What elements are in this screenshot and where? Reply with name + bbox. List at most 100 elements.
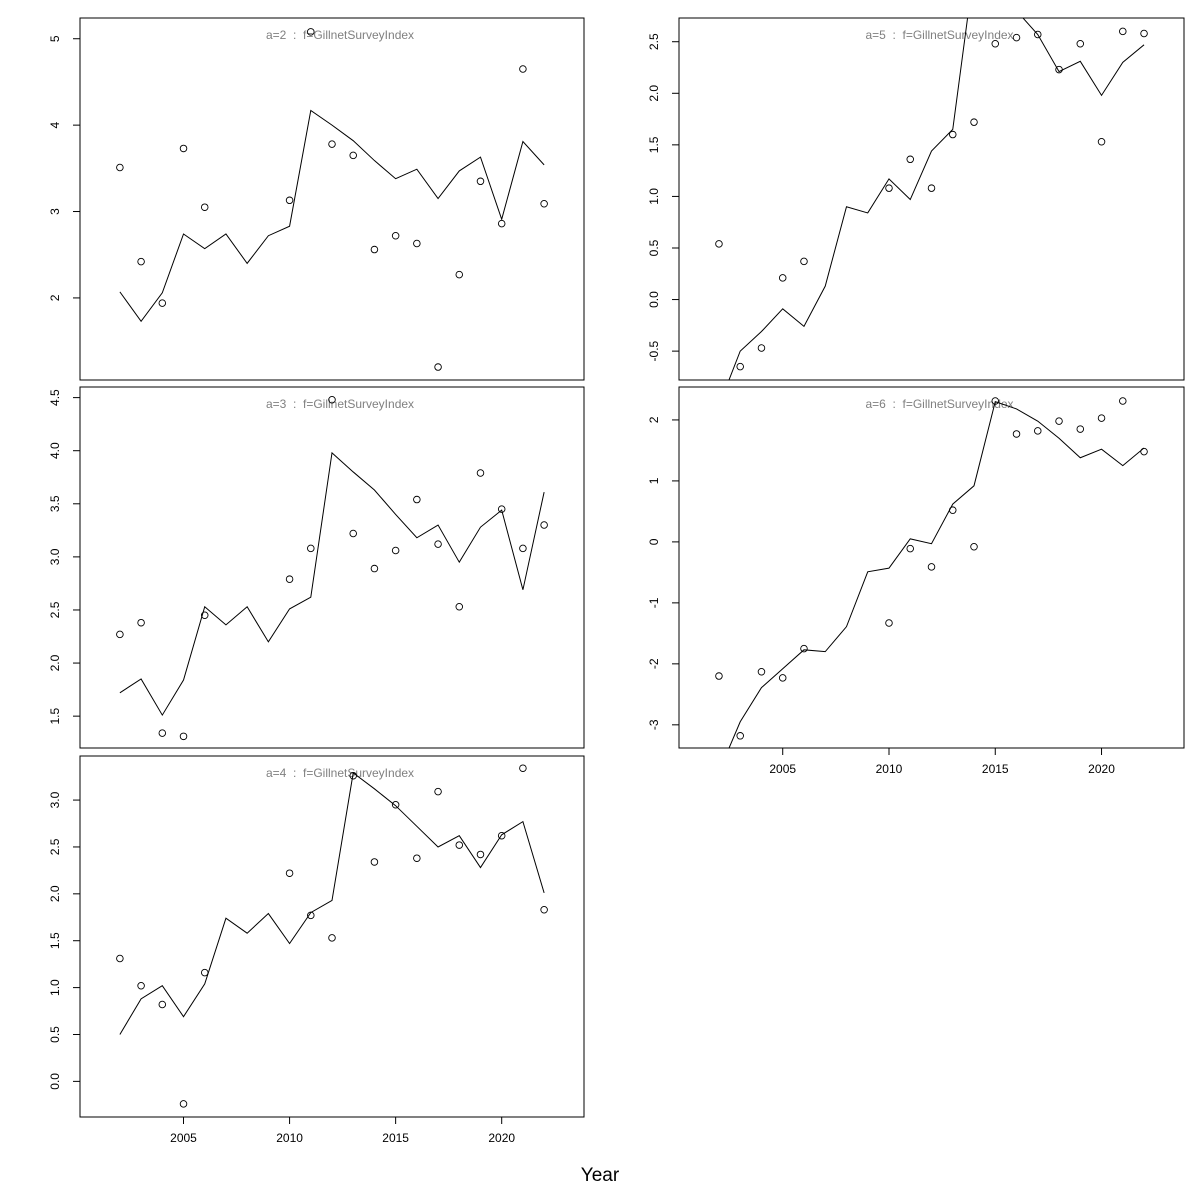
observed-point [413,854,421,862]
plot-area [116,395,548,741]
observed-point [434,540,442,548]
x-tick-label: 2015 [382,1131,409,1145]
observed-point [949,506,957,514]
y-tick-label: 4.5 [48,389,62,406]
observed-point [540,906,548,914]
observed-point [116,163,124,172]
observed-point [116,630,124,639]
observed-point [1140,29,1148,38]
observed-point [391,801,400,809]
panel-title: a=3 : f=GillnetSurveyIndex [266,397,414,411]
y-tick-label: 4.0 [48,442,62,459]
observed-point [1119,397,1127,405]
y-tick-label: 0 [647,538,661,545]
plot-area [715,397,1148,748]
observed-point [800,644,808,653]
observed-point [455,603,464,611]
observed-point [200,968,209,977]
observed-point [927,184,936,192]
observed-point [1076,425,1085,433]
observed-point [328,395,336,404]
observed-point [991,397,1000,405]
observed-point [1012,33,1021,42]
observed-point [285,575,294,583]
plot-frame [79,386,585,749]
y-tick-label: 1.5 [48,707,62,724]
observed-point [1055,417,1063,425]
observed-point [1055,65,1063,74]
observed-point [970,118,978,126]
observed-point [476,469,485,477]
observed-point [519,764,527,772]
observed-point [1097,414,1106,422]
fitted-line [728,18,1145,380]
y-tick-label: 0.5 [647,239,661,256]
panel-title: a=2 : f=GillnetSurveyIndex [266,28,414,42]
y-tick-label: -3 [647,719,661,730]
observed-point [970,543,978,551]
observed-point [179,144,188,153]
observed-point [307,28,315,36]
y-tick-label: 2.0 [48,885,62,902]
observed-point [885,619,893,627]
observed-point [736,732,744,740]
observed-point [757,668,766,676]
panel-title: a=6 : f=GillnetSurveyIndex [865,397,1013,411]
plot-frame [79,755,585,1118]
observed-point [455,270,464,279]
y-tick-label: 1 [647,477,661,484]
y-tick-label: 2 [48,294,62,301]
panel: a=5 : f=GillnetSurveyIndex -0.5 0.0 0.5 1.0 1… [647,17,1185,381]
y-tick-label: 2 [647,416,661,423]
y-tick-label: 3.0 [48,548,62,565]
y-tick-label: 0.0 [647,291,661,308]
plot-area [116,764,548,1108]
observed-point [1076,40,1085,48]
observed-point [885,184,893,192]
y-tick-label: 4 [48,121,62,128]
x-tick-label: 2015 [982,762,1009,776]
x-tick-label: 2020 [1088,762,1115,776]
y-tick-label: 2.0 [647,85,661,102]
observed-point [906,544,914,553]
observed-point [179,1100,188,1108]
plot-frame [79,17,585,381]
fitted-line [728,400,1145,748]
observed-point [413,239,421,248]
observed-point [1119,27,1127,36]
observed-point [307,544,315,553]
observed-point [349,151,357,160]
observed-point [991,40,1000,48]
observed-point [540,521,548,529]
observed-point [1140,447,1148,456]
observed-point [1012,430,1021,438]
observed-point [1034,30,1042,39]
observed-point [328,934,336,942]
y-tick-label: -1 [647,597,661,608]
x-tick-label: 2010 [276,1131,303,1145]
panel: a=3 : f=GillnetSurveyIndex 1.5 2.0 2.5 3.0 3.… [48,386,585,749]
y-tick-label: 3 [48,208,62,215]
observed-point [778,674,787,682]
observed-point [497,831,506,840]
x-tick-label: 2005 [170,1131,197,1145]
observed-point [370,858,379,866]
fitted-line [119,109,545,323]
y-tick-label: 2.0 [48,654,62,671]
observed-point [540,200,548,208]
y-tick-label: -0.5 [647,340,661,361]
y-tick-label: 2.5 [48,601,62,618]
panel: a=6 : f=GillnetSurveyIndex -3 -2 -1 0 1 2 2005 2… [647,386,1185,776]
observed-point [497,505,506,513]
plot-frame [678,17,1185,381]
panel-title: a=4 : f=GillnetSurveyIndex [266,766,414,780]
observed-point [158,1000,167,1009]
observed-point [519,65,527,73]
panel: a=4 : f=GillnetSurveyIndex 0.0 0.5 1.0 1.5 2.… [48,755,585,1145]
observed-point [391,546,400,555]
observed-point [179,732,188,741]
x-tick-label: 2005 [769,762,796,776]
observed-point [200,203,209,211]
observed-point [778,274,787,282]
observed-point [949,130,957,139]
